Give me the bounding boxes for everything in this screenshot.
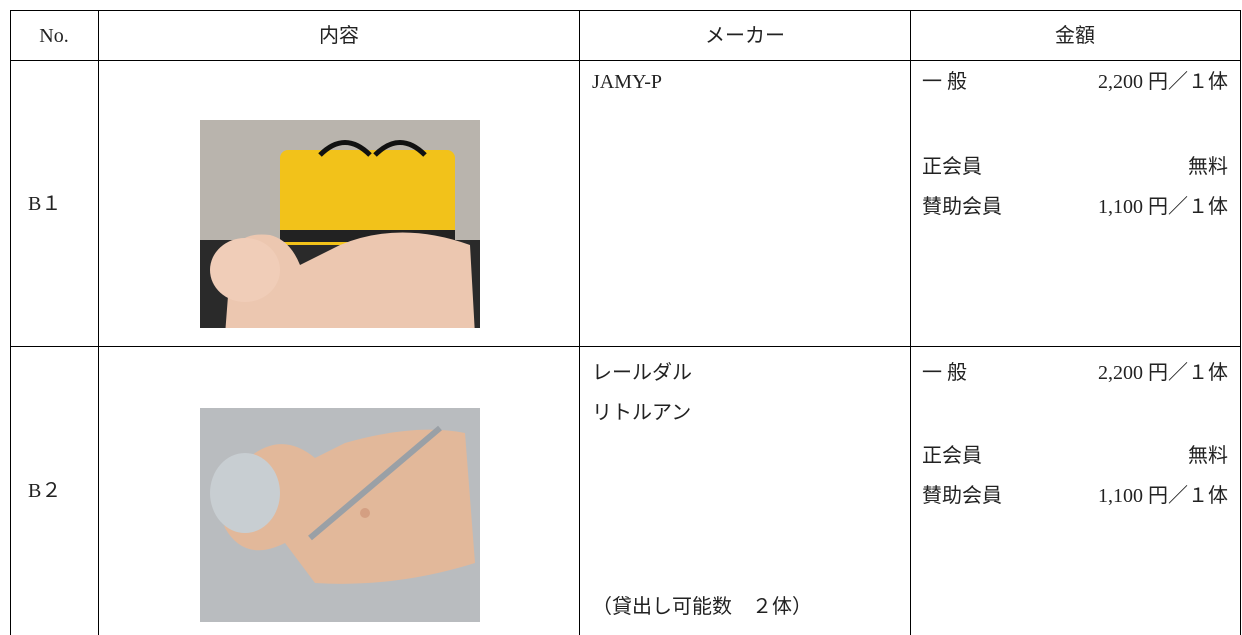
border bbox=[579, 10, 580, 635]
price-label: 一 般 bbox=[922, 362, 967, 384]
price-amount: 1,100 円／１体 bbox=[1098, 485, 1228, 507]
item-no: B１ bbox=[28, 193, 62, 215]
header-cell: 金額 bbox=[1055, 25, 1095, 47]
price-label: 賛助会員 bbox=[922, 196, 1002, 218]
border bbox=[910, 10, 911, 635]
photo bbox=[200, 408, 480, 622]
maker: リトルアン bbox=[592, 402, 692, 424]
border bbox=[10, 346, 1241, 347]
price-amount: 無料 bbox=[1188, 445, 1228, 467]
price-label: 正会員 bbox=[922, 156, 982, 178]
header-cell: No. bbox=[39, 25, 69, 47]
border bbox=[1240, 10, 1241, 635]
price-amount: 2,200 円／１体 bbox=[1098, 362, 1228, 384]
header-cell: 内容 bbox=[319, 25, 359, 47]
note: （貸出し可能数 ２体） bbox=[592, 596, 812, 618]
price-amount: 1,100 円／１体 bbox=[1098, 196, 1228, 218]
border bbox=[98, 10, 99, 635]
border bbox=[10, 60, 1241, 61]
price-label: 賛助会員 bbox=[922, 485, 1002, 507]
photo bbox=[200, 120, 480, 328]
price-amount: 2,200 円／１体 bbox=[1098, 71, 1228, 93]
border bbox=[10, 10, 1241, 11]
border bbox=[10, 10, 11, 635]
item-no: B２ bbox=[28, 480, 62, 502]
maker: JAMY-P bbox=[592, 71, 663, 93]
price-amount: 無料 bbox=[1188, 156, 1228, 178]
price-label: 正会員 bbox=[922, 445, 982, 467]
price-label: 一 般 bbox=[922, 71, 967, 93]
header-cell: メーカー bbox=[705, 25, 785, 47]
maker: レールダル bbox=[592, 362, 692, 384]
